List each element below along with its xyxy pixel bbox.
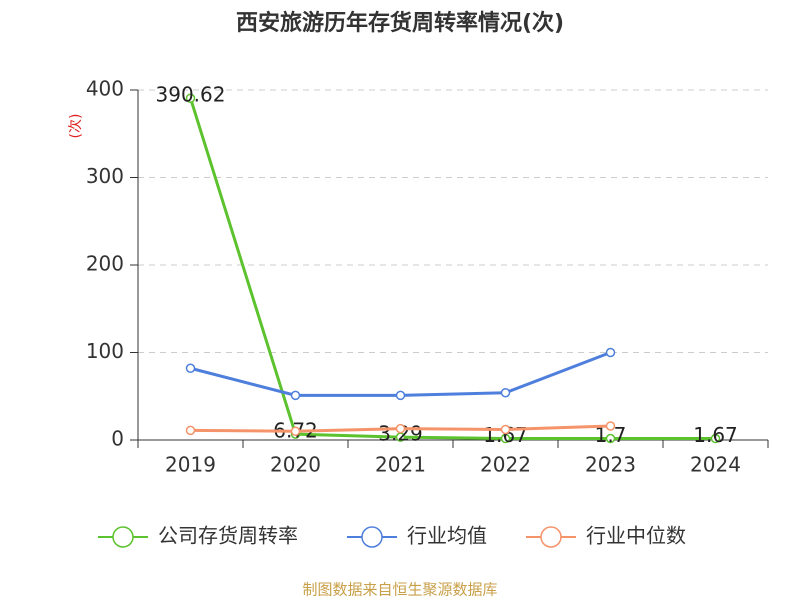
series-line	[190, 351, 612, 397]
point	[185, 425, 196, 436]
x-tick-label: 2024	[690, 453, 741, 477]
y-axis-label: (次)	[68, 114, 84, 139]
point	[395, 423, 406, 434]
x-tick-label: 2023	[585, 453, 636, 477]
point	[605, 347, 616, 358]
y-tick-label: 200	[86, 252, 124, 276]
point	[710, 433, 721, 444]
legend-label: 公司存货周转率	[158, 524, 298, 548]
legend-marker	[540, 526, 562, 548]
point	[500, 424, 511, 435]
y-tick-label: 300	[86, 164, 124, 188]
x-tick-label: 2022	[480, 453, 531, 477]
legend-label: 行业中位数	[586, 524, 686, 548]
data-label: 390.62	[156, 83, 226, 107]
point	[500, 433, 511, 444]
x-tick-label: 2020	[270, 453, 321, 477]
point	[290, 426, 301, 436]
y-tick-label: 400	[86, 77, 124, 101]
chart-title: 西安旅游历年存货周转率情况(次)	[236, 10, 564, 36]
point	[185, 93, 196, 103]
data-label: 1.67	[693, 423, 738, 447]
x-tick-label: 2019	[165, 453, 216, 477]
legend-marker	[361, 526, 383, 548]
x-tick-label: 2021	[375, 453, 426, 477]
point	[605, 421, 616, 431]
y-tick-label: 0	[111, 427, 124, 451]
point	[395, 390, 406, 401]
point	[500, 388, 511, 398]
series-line	[189, 97, 716, 441]
y-tick-label: 100	[86, 339, 124, 363]
legend-label: 行业均值	[407, 524, 487, 548]
legend-marker	[112, 526, 134, 548]
point	[290, 390, 301, 401]
point	[605, 433, 616, 444]
point	[185, 363, 196, 373]
source-note: 制图数据来自恒生聚源数据库	[302, 581, 497, 599]
